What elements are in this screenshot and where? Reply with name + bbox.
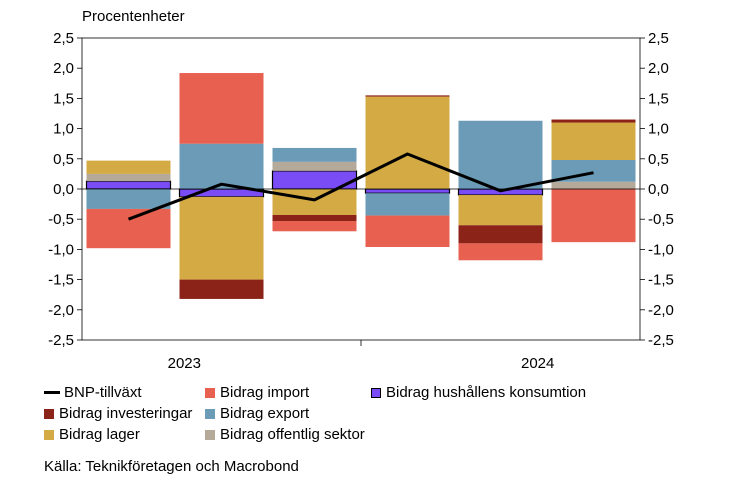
- chart: Procentenheter -2,5 -2,5-2,0 -2,0-1,5 -1,5-…: [48, 8, 674, 372]
- y-tick-label-right: 1,0: [648, 121, 669, 138]
- bar-bidrag-offentlig-sektor-5: [551, 181, 636, 189]
- y-tick-label-right: -0,5: [648, 211, 674, 228]
- bar-bidrag-lager-4: [458, 195, 543, 226]
- plot-area: -2,5 -2,5 -2,0 -2,0 -1,5 -1,5 -1,0 -1,0 -0,5 -0,5…: [48, 30, 674, 372]
- y-tick-label-left: -2,0: [48, 302, 74, 319]
- bar-bidrag-investeringar-1: [179, 279, 264, 299]
- source-note: Källa: Teknikföretagen och Macrobond: [44, 458, 299, 475]
- y-tick-label-left: -2,5: [48, 332, 74, 349]
- legend-swatch-export: [205, 408, 215, 419]
- legend-item-export: Bidrag export: [205, 405, 309, 422]
- bar-bidrag-lager-2: [272, 189, 357, 215]
- legend-label-hushall: Bidrag hushållens konsumtion: [386, 384, 587, 401]
- legend-swatch-bnp: [44, 391, 60, 394]
- unit-label: Procentenheter: [82, 8, 185, 25]
- legend-swatch-hushall: [371, 387, 381, 398]
- bar-bidrag-lager-5: [551, 122, 636, 161]
- bar-bidrag-investeringar-5: [551, 119, 636, 123]
- y-tick-label-left: 2,0: [53, 60, 74, 77]
- y-tick-label-left: 1,5: [53, 90, 74, 107]
- bar-bidrag-export-3: [365, 193, 450, 216]
- y-tick-label-right: 1,5: [648, 90, 669, 107]
- legend-item-invest: Bidrag investeringar: [44, 405, 192, 422]
- bar-bidrag-export-1: [179, 143, 264, 189]
- bar-bidrag-export-0: [86, 189, 171, 209]
- legend-swatch-import: [205, 387, 215, 398]
- bar-bidrag-lager-1: [179, 196, 264, 280]
- bar-bidrag-hushållens-konsumtion-0: [85, 180, 172, 190]
- legend-item-import: Bidrag import: [205, 384, 309, 401]
- bar-bidrag-lager-3: [365, 96, 450, 189]
- bar-bidrag-offentlig-sektor-2: [272, 161, 357, 171]
- x-tick-label-2023: 2023: [168, 355, 201, 372]
- bar-bidrag-investeringar-2: [272, 214, 357, 222]
- legend-label-lager: Bidrag lager: [59, 426, 140, 443]
- legend-label-import: Bidrag import: [220, 384, 310, 401]
- bar-bidrag-import-0: [86, 208, 171, 249]
- bar-bidrag-import-3: [365, 215, 450, 247]
- legend-row-2: Bidrag investeringar Bidrag export: [44, 405, 644, 426]
- y-tick-label-left: -1,0: [48, 241, 74, 258]
- bnp-line: [127, 152, 594, 221]
- legend: BNP-tillväxt Bidrag import Bidrag hushål…: [44, 384, 644, 447]
- bar-bidrag-export-4: [458, 120, 543, 189]
- y-tick-label-right: 0,5: [648, 151, 669, 168]
- y-tick-label-right: 2,5: [648, 30, 669, 47]
- x-tick-label-2024: 2024: [521, 355, 554, 372]
- bar-bidrag-hushållens-konsumtion-3: [364, 188, 451, 194]
- legend-swatch-lager: [44, 429, 54, 440]
- legend-item-bnp: BNP-tillväxt: [44, 384, 142, 401]
- y-tick-label-right: -1,5: [648, 272, 674, 289]
- y-tick-label-right: 2,0: [648, 60, 669, 77]
- bar-bidrag-offentlig-sektor-0: [86, 173, 171, 182]
- bar-bidrag-import-1: [179, 73, 264, 144]
- legend-row-3: Bidrag lager Bidrag offentlig sektor: [44, 426, 644, 447]
- legend-row-1: BNP-tillväxt Bidrag import Bidrag hushål…: [44, 384, 644, 405]
- legend-item-offentlig: Bidrag offentlig sektor: [205, 426, 365, 443]
- y-tick-label-left: -0,5: [48, 211, 74, 228]
- y-tick-label-left: 2,5: [53, 30, 74, 47]
- legend-swatch-invest: [44, 408, 54, 419]
- legend-swatch-offentlig: [205, 429, 215, 440]
- y-tick-label-left: 0,5: [53, 151, 74, 168]
- bar-bidrag-investeringar-4: [458, 225, 543, 244]
- bar-bidrag-import-5: [551, 189, 636, 243]
- y-tick-label-right: -2,0: [648, 302, 674, 319]
- legend-item-lager: Bidrag lager: [44, 426, 140, 443]
- legend-label-export: Bidrag export: [220, 405, 310, 422]
- bar-bidrag-investeringar-3: [365, 95, 450, 97]
- legend-label-offentlig: Bidrag offentlig sektor: [220, 426, 365, 443]
- y-tick-label-left: -1,5: [48, 272, 74, 289]
- bar-bidrag-lager-0: [86, 160, 171, 174]
- bar-bidrag-export-2: [272, 147, 357, 162]
- bar-bidrag-import-4: [458, 243, 543, 261]
- bar-bidrag-import-2: [272, 221, 357, 232]
- legend-label-invest: Bidrag investeringar: [59, 405, 193, 422]
- legend-label-bnp: BNP-tillväxt: [64, 384, 142, 401]
- legend-item-hushall: Bidrag hushållens konsumtion: [371, 384, 586, 401]
- y-tick-label-right: -1,0: [648, 241, 674, 258]
- y-tick-label-right: -2,5: [648, 332, 674, 349]
- y-tick-label-right: 0,0: [648, 181, 669, 198]
- y-tick-label-left: 0,0: [53, 181, 74, 198]
- y-tick-label-left: 1,0: [53, 121, 74, 138]
